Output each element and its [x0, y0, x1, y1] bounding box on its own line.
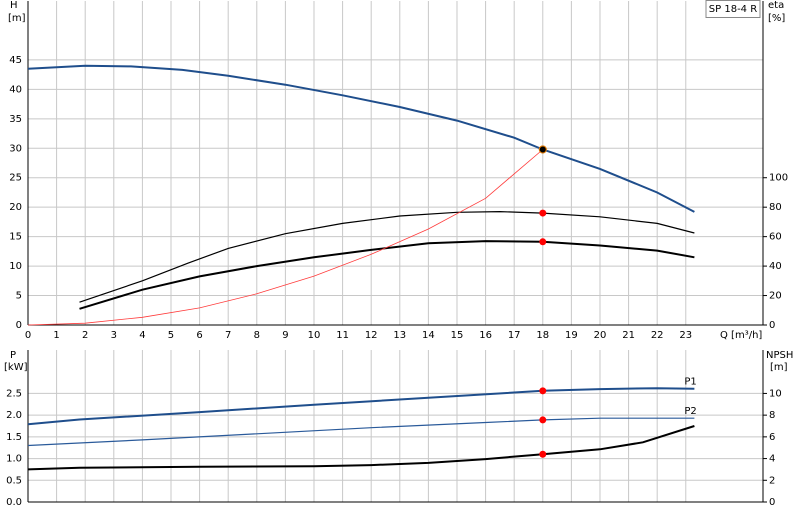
curve — [27, 64, 695, 213]
y-tick-label: 45 — [9, 55, 22, 66]
x-tick-label: 20 — [594, 330, 607, 341]
y2-tick-label: 6 — [769, 432, 775, 443]
y-axis-label: P — [10, 350, 16, 361]
y-axis-label: H — [10, 0, 18, 11]
curve — [27, 417, 695, 447]
y-tick-label: 0.5 — [6, 475, 22, 486]
y2-tick-label: 0 — [769, 497, 775, 508]
series-label: P2 — [684, 406, 696, 417]
y-tick-label: 35 — [9, 114, 22, 125]
x-tick-label: 18 — [536, 330, 549, 341]
y2-axis-unit: [%] — [768, 13, 785, 24]
y2-axis-label: NPSH — [766, 350, 793, 361]
x-tick-label: 19 — [565, 330, 578, 341]
title-box — [705, 0, 761, 18]
y2-tick-label: 0 — [769, 320, 775, 331]
y2-axis-label: eta — [768, 0, 784, 11]
x-tick-label: 15 — [451, 330, 464, 341]
x-tick-label: 13 — [393, 330, 406, 341]
x-tick-label: 1 — [53, 330, 59, 341]
y-tick-label: 25 — [9, 173, 22, 184]
duty-point — [539, 416, 547, 424]
y2-tick-label: 10 — [769, 388, 782, 399]
y2-tick-label: 100 — [769, 173, 788, 184]
duty-point — [539, 238, 547, 246]
x-tick-label: 16 — [479, 330, 492, 341]
series-label: P1 — [684, 377, 696, 388]
x-tick-label: 8 — [254, 330, 260, 341]
y2-tick-label: 60 — [769, 232, 782, 243]
y2-axis-unit: [m] — [770, 362, 788, 373]
x-tick-label: 5 — [168, 330, 174, 341]
x-tick-label: 2 — [82, 330, 88, 341]
y-tick-label: 1.0 — [6, 454, 22, 465]
y2-tick-label: 20 — [769, 291, 782, 302]
duty-point — [539, 450, 547, 458]
x-tick-label: 23 — [679, 330, 692, 341]
x-tick-label: 12 — [365, 330, 378, 341]
x-tick-label: 17 — [508, 330, 521, 341]
x-tick-label: 9 — [282, 330, 288, 341]
y-tick-label: 0.0 — [6, 497, 22, 508]
duty-point — [539, 209, 547, 217]
y-tick-label: 40 — [9, 84, 22, 95]
curve — [79, 240, 695, 310]
x-tick-label: 21 — [622, 330, 635, 341]
x-tick-label: 11 — [336, 330, 349, 341]
chart-title: SP 18-4 R — [709, 4, 757, 15]
curve — [27, 387, 695, 426]
x-tick-label: 0 — [25, 330, 31, 341]
x-tick-label: 4 — [139, 330, 145, 341]
x-tick-label: 6 — [196, 330, 202, 341]
y-axis-unit: [m] — [8, 13, 26, 24]
curve — [27, 149, 544, 326]
y-axis-unit: [kW] — [4, 362, 28, 373]
y2-tick-label: 4 — [769, 454, 775, 465]
y-tick-label: 0 — [16, 320, 22, 331]
y-tick-label: 15 — [9, 232, 22, 243]
x-tick-label: 3 — [111, 330, 117, 341]
x-tick-label: 22 — [651, 330, 664, 341]
y-tick-label: 2.0 — [6, 410, 22, 421]
x-tick-label: 7 — [225, 330, 231, 341]
y2-tick-label: 8 — [769, 410, 775, 421]
y-tick-label: 20 — [9, 202, 22, 213]
y-tick-label: 5 — [16, 291, 22, 302]
duty-point — [538, 145, 547, 154]
y-tick-label: 30 — [9, 143, 22, 154]
curve — [79, 210, 695, 303]
y2-tick-label: 80 — [769, 202, 782, 213]
duty-point — [539, 387, 547, 395]
y2-tick-label: 40 — [769, 261, 782, 272]
y2-tick-label: 2 — [769, 475, 775, 486]
x-tick-label: 14 — [422, 330, 435, 341]
x-axis-label: Q [m³/h] — [720, 330, 762, 341]
y-tick-label: 1.5 — [6, 432, 22, 443]
y-tick-label: 10 — [9, 261, 22, 272]
x-tick-label: 10 — [308, 330, 321, 341]
y-tick-label: 2.5 — [6, 388, 22, 399]
curve — [27, 425, 695, 471]
